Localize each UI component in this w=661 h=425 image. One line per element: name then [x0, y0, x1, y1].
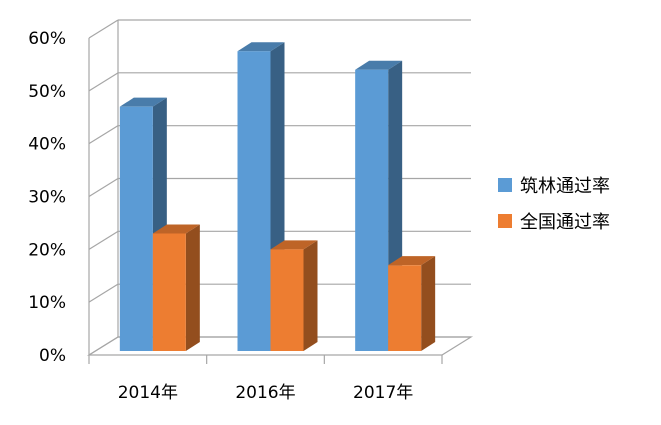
y-tick-label: 40%: [28, 135, 66, 155]
y-tick-label: 0%: [39, 346, 66, 366]
x-category-labels: 2014年 2016年 2017年: [118, 383, 414, 403]
legend-swatch: [498, 214, 512, 228]
bar: [355, 60, 403, 351]
y-tick-label: 50%: [28, 82, 66, 102]
bar-side: [421, 256, 436, 351]
bar-side: [185, 224, 200, 351]
gridline-side: [88, 19, 119, 39]
bar-top: [152, 224, 200, 234]
bar: [270, 240, 318, 351]
bar-front: [388, 265, 422, 351]
bar-front: [152, 233, 186, 351]
bars: [119, 42, 436, 351]
gridline-side: [88, 230, 119, 250]
gridline-side: [88, 177, 119, 198]
legend-label: 全国通过率: [520, 212, 610, 233]
legend-swatch: [498, 178, 512, 192]
y-tick-label: 20%: [28, 240, 66, 260]
y-tick-label: 60%: [28, 29, 66, 49]
bar-front: [355, 69, 389, 351]
gridline-side: [88, 125, 119, 145]
legend-label: 筑林通过率: [520, 176, 610, 197]
bar-side: [303, 240, 318, 351]
y-tick-labels: 0% 10% 20% 30% 40% 50% 60%: [28, 29, 66, 366]
axes: [86, 20, 474, 364]
bar-front: [237, 51, 271, 351]
x-category-label: 2017年: [353, 383, 413, 403]
bar-top: [355, 60, 403, 70]
bar: [388, 256, 436, 351]
x-category-label: 2016年: [235, 383, 295, 403]
bar-top: [270, 240, 318, 250]
bar-top: [237, 42, 285, 52]
gridline-side: [88, 72, 119, 92]
gridline-side: [88, 283, 119, 303]
bar: [119, 97, 167, 351]
bar: [152, 224, 200, 351]
bar-top: [388, 256, 436, 266]
y-tick-label: 30%: [28, 188, 66, 208]
bar-front: [119, 106, 153, 351]
y-tick-label: 10%: [28, 293, 66, 313]
bar-front: [270, 249, 304, 351]
bar-top: [119, 97, 167, 107]
x-category-label: 2014年: [118, 383, 178, 403]
